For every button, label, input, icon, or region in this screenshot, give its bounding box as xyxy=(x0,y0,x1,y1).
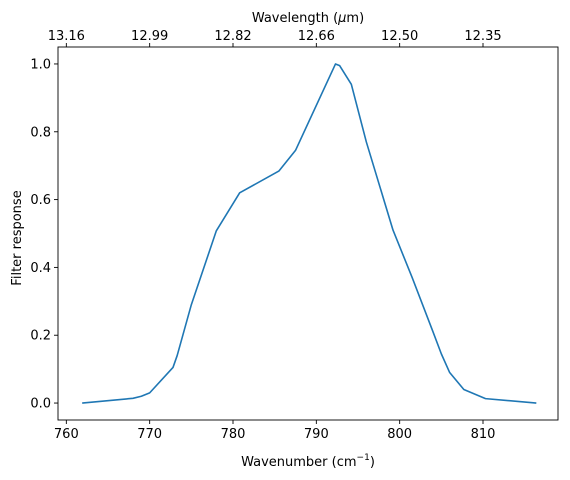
top-axis-label: Wavelength (μm) xyxy=(252,11,364,26)
y-tick-label: 0.0 xyxy=(30,397,51,412)
top-tick-label: 12.82 xyxy=(214,29,251,44)
x-axis-label-superscript: −1 xyxy=(357,453,370,463)
y-tick-label: 0.8 xyxy=(30,125,51,140)
x-axis-label: Wavenumber (cm−1) xyxy=(241,453,375,470)
x-tick-label: 790 xyxy=(304,427,329,442)
series-line xyxy=(82,63,537,404)
top-tick-label: 12.50 xyxy=(381,29,418,44)
y-axis-label: Filter response xyxy=(10,190,25,285)
y-tick-label: 0.4 xyxy=(30,261,51,276)
top-tick-label: 12.99 xyxy=(131,29,168,44)
y-tick-label: 0.6 xyxy=(30,193,51,208)
top-tick-label: 12.35 xyxy=(464,29,501,44)
top-tick-label: 13.16 xyxy=(48,29,85,44)
x-tick-label: 780 xyxy=(221,427,246,442)
y-tick-label: 0.2 xyxy=(30,329,51,344)
top-tick-label: 12.66 xyxy=(298,29,335,44)
y-tick-label: 1.0 xyxy=(30,57,51,72)
ticks-layer: 760 770 780 790 800 810 13.16 12.99 12.82 12.66 12… xyxy=(30,29,501,442)
x-tick-label: 770 xyxy=(137,427,162,442)
x-tick-label: 810 xyxy=(471,427,496,442)
x-tick-label: 760 xyxy=(54,427,79,442)
plot-frame xyxy=(57,46,559,421)
x-tick-label: 800 xyxy=(387,427,412,442)
